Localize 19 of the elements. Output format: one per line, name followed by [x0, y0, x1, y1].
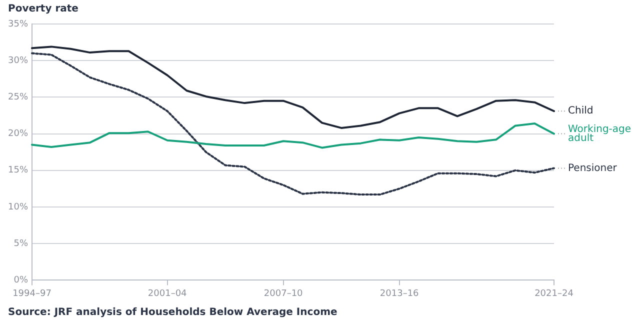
y-tick-label: 15% [8, 166, 28, 176]
line-series [31, 52, 555, 196]
series-label: Working-age adult [568, 124, 632, 144]
x-tick-label: 2013–16 [380, 288, 420, 299]
x-tick-label: 1994–97 [12, 288, 52, 299]
x-tick-label: 2021–24 [534, 288, 574, 299]
x-tick-label: 2001–04 [148, 288, 188, 299]
x-tick-label: 2007–10 [264, 288, 304, 299]
y-tick-label: 35% [8, 19, 28, 30]
series-label: Pensioner [568, 162, 618, 174]
y-tick-label: 10% [8, 202, 28, 212]
y-tick-label: 30% [8, 56, 28, 66]
source-note: Source: JRF analysis of Households Below Average Income [8, 307, 338, 318]
y-axis-title: Poverty rate [8, 4, 79, 15]
y-tick-label: 0% [14, 276, 28, 286]
y-tick-label: 20% [8, 129, 28, 140]
series-label: Child [568, 106, 594, 117]
y-tick-label: 5% [14, 238, 28, 249]
y-tick-label: 25% [8, 92, 28, 103]
